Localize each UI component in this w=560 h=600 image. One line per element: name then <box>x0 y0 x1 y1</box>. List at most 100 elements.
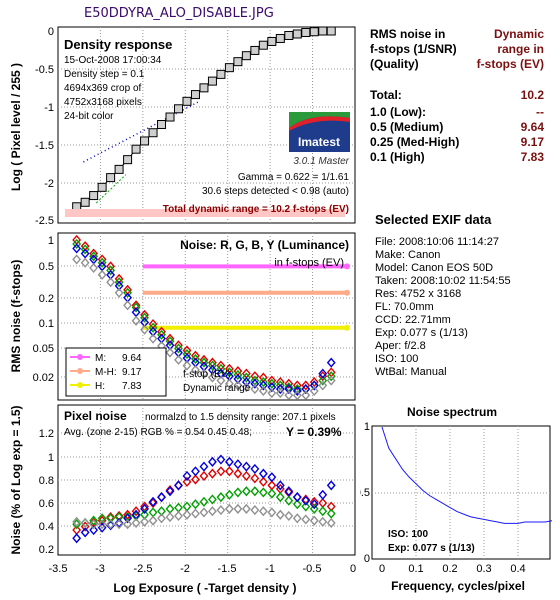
density-point <box>114 164 124 174</box>
noise-point <box>148 322 158 333</box>
noise-point <box>97 269 107 280</box>
noise-point <box>80 248 90 259</box>
density-point <box>199 83 209 93</box>
spectrum-series <box>381 426 553 524</box>
noise-point <box>318 516 328 527</box>
noise-point <box>199 470 209 482</box>
noise-point <box>284 390 294 401</box>
density-point <box>89 191 99 201</box>
density-point <box>216 69 226 79</box>
pix-ytick: 1 <box>48 452 54 464</box>
noise-point <box>301 501 311 512</box>
gamma-text: Gamma = 0.622 = 1/1.61 <box>238 172 350 183</box>
noise-point <box>275 492 285 503</box>
noise-point <box>224 503 234 514</box>
noise-point <box>318 368 328 379</box>
exif-row: Exp: 0.077 s (1/13) <box>375 327 468 339</box>
noise-point <box>216 466 226 477</box>
noise-point <box>165 336 175 347</box>
noise-point <box>292 513 302 524</box>
noise-point <box>114 287 124 298</box>
spectrum-grid <box>372 426 550 559</box>
exif-row: ISO: 100 <box>375 353 419 365</box>
noise-point <box>191 474 200 485</box>
noise-point <box>301 380 311 391</box>
pixel-noise-series <box>72 454 336 544</box>
noise-legend: M: 9.64 M-H: 9.17 H: 7.83 <box>65 347 167 397</box>
spectrum-ytick: 0 <box>364 553 370 565</box>
noise-point <box>309 515 319 526</box>
noise-point <box>275 480 285 491</box>
noise-point <box>241 503 251 514</box>
noise-point <box>233 373 243 385</box>
noise-point <box>80 257 90 268</box>
spectrum-iso: ISO: 100 <box>388 529 428 540</box>
legend-label: M-H: <box>95 367 117 378</box>
pixel-noise-y: Y = 0.39% <box>286 425 342 439</box>
noise-point <box>326 357 336 368</box>
density-point <box>148 128 158 138</box>
density-point <box>140 136 150 146</box>
noise-point <box>275 387 285 399</box>
noise-point <box>165 333 175 344</box>
rms-row-value: -- <box>536 105 544 119</box>
noise-point <box>80 517 90 529</box>
rms-row-value: 9.17 <box>520 135 544 149</box>
noise-point <box>182 360 192 371</box>
noise-point <box>123 519 133 530</box>
noise-point <box>326 480 336 491</box>
legend-value: 7.83 <box>122 381 142 392</box>
density-point <box>275 33 285 43</box>
noise-point <box>157 513 166 524</box>
noise-point <box>140 516 149 527</box>
noise-point <box>182 349 192 360</box>
threshold-end <box>344 289 350 296</box>
noise-point <box>292 383 302 395</box>
density-fit-lines <box>83 101 199 204</box>
pixel-noise-avg: Avg. (zone 2-15) RGB % = 0.54 0.45 0.48; <box>64 427 252 438</box>
noise-point <box>174 354 183 365</box>
noise-point <box>250 504 260 516</box>
noise-point <box>140 324 149 335</box>
noise-point <box>208 360 217 371</box>
noise-point <box>267 472 277 483</box>
noise-point <box>292 390 302 401</box>
window-title: E50DDYRA_ALO_DISABLE.JPG <box>84 6 274 21</box>
noise-point <box>72 254 82 265</box>
noise-point <box>318 380 328 391</box>
pix-ytick: 1.2 <box>39 428 54 440</box>
noise-point <box>89 262 99 273</box>
exif-row: Model: Canon EOS 50D <box>375 262 494 274</box>
spectrum-xlabel: Frequency, cycles/pixel <box>391 579 525 593</box>
density-point <box>97 182 107 192</box>
noise-point <box>199 496 209 507</box>
rms-row-label: Total: <box>370 88 402 102</box>
noise-point <box>233 468 243 479</box>
noise-point <box>89 524 99 536</box>
rms-header-line: (Quality) <box>370 57 419 71</box>
noise-point <box>72 243 82 254</box>
noise-point <box>250 486 260 497</box>
noise-point <box>241 382 251 393</box>
xtick: 0 <box>350 563 356 575</box>
rms-row-total: Total: 10.2 <box>370 88 544 103</box>
dr-header-line: range in <box>497 42 544 56</box>
noise-point <box>216 504 226 516</box>
density-ytick: -1 <box>44 102 54 114</box>
noise-ytick: 1 <box>48 235 54 247</box>
noise-point <box>80 527 90 538</box>
noise-point <box>182 476 192 487</box>
noise-point <box>241 377 251 388</box>
noise-point <box>309 503 319 514</box>
noise-point <box>216 363 226 374</box>
noise-heading: Noise: R, G, B, Y (Luminance) <box>180 238 349 252</box>
noise-point <box>114 277 124 288</box>
total-dr-text: Total dynamic range = 10.2 f-stops (EV) <box>163 204 349 215</box>
density-heading: Density response <box>64 37 172 52</box>
noise-point <box>114 517 124 529</box>
noise-point <box>148 333 158 344</box>
noise-point <box>250 383 260 395</box>
noise-point <box>191 499 200 510</box>
noise-point <box>326 517 336 529</box>
